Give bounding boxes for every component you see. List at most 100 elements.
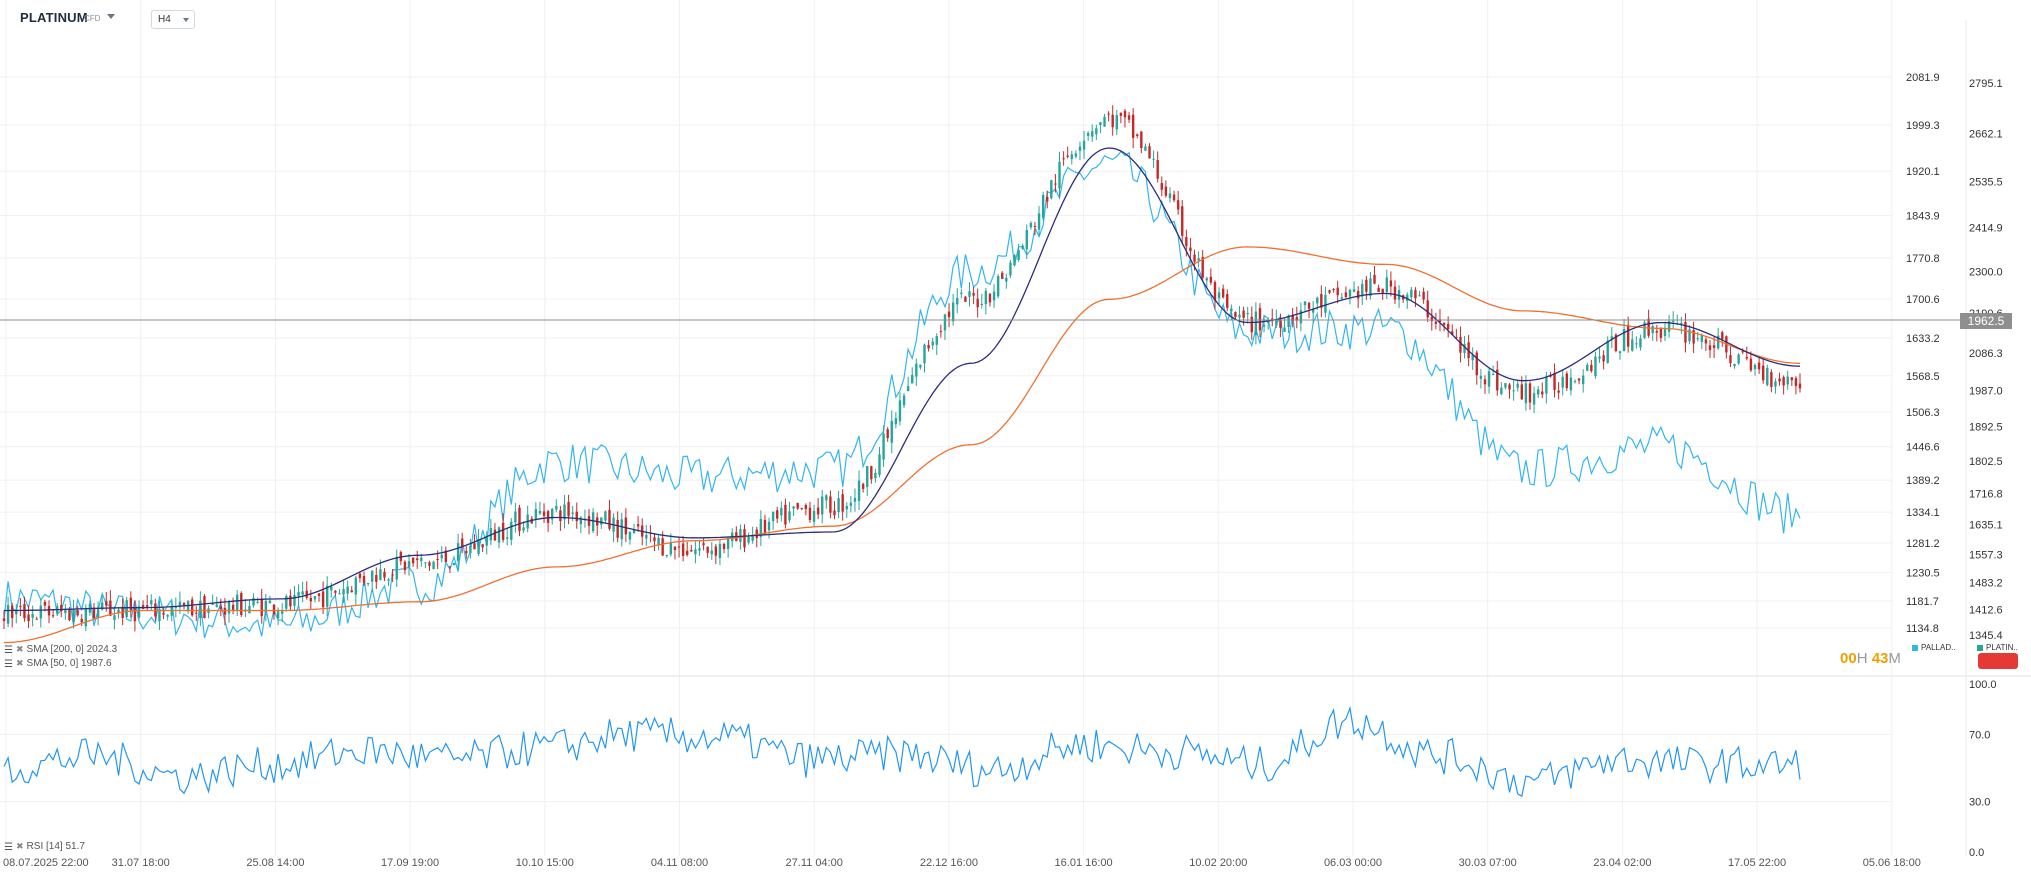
candle-body — [1340, 297, 1343, 299]
candle-body — [1164, 186, 1168, 196]
sma200-legend[interactable]: ☰ ✖ SMA [200, 0] 2024.3 — [4, 644, 117, 657]
candle-body — [432, 561, 435, 570]
candle-body — [309, 597, 313, 602]
candle-body — [861, 483, 865, 489]
platinum-swatch — [1977, 644, 1983, 651]
sma50-legend[interactable]: ☰ ✖ SMA [50, 0] 1987.6 — [4, 658, 112, 671]
candle-body — [951, 302, 955, 322]
list-icon[interactable]: ☰ — [4, 645, 13, 657]
candle-body — [248, 605, 251, 614]
candle-body — [371, 570, 374, 582]
candle-body — [669, 542, 673, 555]
candle-body — [1107, 113, 1110, 115]
sell-indicator-badge[interactable] — [1978, 653, 2018, 669]
candle-body — [1185, 237, 1188, 247]
candle-body — [563, 504, 566, 520]
series-legend-platinum[interactable]: PLATIN.. — [1977, 643, 2018, 652]
chart-toolbar: PLATINUM CFD H4 — [0, 0, 2031, 36]
candle-body — [235, 594, 239, 611]
candle-body — [677, 546, 681, 548]
candle-body — [1254, 311, 1258, 336]
candle-body — [1680, 322, 1683, 325]
candle-body — [1393, 286, 1397, 300]
candle-body — [874, 472, 877, 479]
candle-body — [784, 504, 787, 525]
candle-body — [591, 512, 595, 532]
candle-body — [1463, 344, 1466, 353]
candle-body — [276, 611, 280, 619]
candle-body — [1410, 289, 1413, 298]
candle-body — [1536, 389, 1540, 395]
candle-body — [350, 590, 353, 593]
candle-body — [1446, 323, 1450, 330]
series-legend-palladium[interactable]: PALLAD.. — [1912, 643, 1956, 652]
list-icon[interactable]: ☰ — [4, 842, 13, 854]
candle-body — [1598, 356, 1601, 359]
candle-body — [231, 604, 235, 610]
candle-body — [821, 496, 824, 515]
candle-body — [935, 336, 938, 345]
instrument-name[interactable]: PLATINUM — [20, 10, 88, 25]
candle-body — [1369, 278, 1372, 296]
candle-body — [1234, 312, 1237, 318]
candle-body — [812, 510, 816, 522]
candle-body — [534, 509, 538, 519]
candle-body — [579, 517, 583, 525]
y-tick-left: 1920.1 — [1906, 166, 1940, 178]
candle-body — [1131, 114, 1135, 138]
candle-body — [632, 528, 636, 534]
candle-body — [268, 600, 272, 604]
candle-body — [845, 505, 848, 510]
candle-body — [1737, 354, 1740, 364]
candle-body — [1729, 355, 1732, 364]
list-icon[interactable]: ☰ — [4, 659, 13, 671]
candle-body — [804, 505, 808, 510]
candle-body — [939, 331, 943, 333]
candle-body — [1483, 379, 1487, 385]
candle-body — [166, 614, 169, 617]
close-icon[interactable]: ✖ — [16, 841, 24, 851]
candle-body — [1352, 289, 1356, 292]
candle-body — [1778, 378, 1781, 382]
y-tick-right: 1802.5 — [1969, 456, 2003, 468]
candle-body — [1532, 393, 1536, 405]
timeframe-chevron-down-icon — [183, 18, 189, 22]
candle-body — [416, 558, 419, 561]
rsi-legend[interactable]: ☰ ✖ RSI [14] 51.7 — [4, 841, 85, 854]
rsi-tick: 70.0 — [1969, 729, 1990, 741]
candle-body — [199, 600, 202, 619]
candle-body — [256, 601, 259, 603]
candle-body — [1491, 374, 1495, 376]
candle-body — [1144, 146, 1147, 151]
candle-body — [203, 596, 206, 619]
candle-body — [1307, 302, 1311, 309]
candle-body — [1205, 278, 1208, 281]
candle-body — [616, 519, 619, 538]
candle-body — [440, 554, 443, 559]
candle-body — [407, 561, 411, 568]
candle-body — [158, 608, 161, 622]
candle-body — [1504, 383, 1507, 388]
instrument-chevron-down-icon[interactable] — [107, 14, 115, 19]
y-tick-right: 2662.1 — [1969, 128, 2003, 140]
candle-body — [362, 576, 366, 583]
grid — [0, 0, 1893, 856]
candle-body — [1721, 332, 1724, 340]
candle-body — [870, 466, 873, 480]
candle-body — [751, 534, 754, 541]
candle-body — [272, 604, 276, 615]
candle-body — [587, 516, 591, 526]
x-tick-label: 05.06 18:00 — [1863, 857, 1921, 869]
candle-body — [1295, 317, 1298, 321]
candle-body — [972, 293, 975, 296]
close-icon[interactable]: ✖ — [16, 644, 24, 654]
candle-body — [1332, 289, 1335, 291]
candle-body — [1565, 373, 1569, 389]
candle-body — [325, 585, 329, 607]
candle-body — [1455, 336, 1458, 338]
timeframe-select[interactable]: H4 — [151, 10, 195, 29]
close-icon[interactable]: ✖ — [16, 658, 24, 668]
candle-body — [866, 466, 869, 487]
candle-body — [444, 550, 448, 563]
